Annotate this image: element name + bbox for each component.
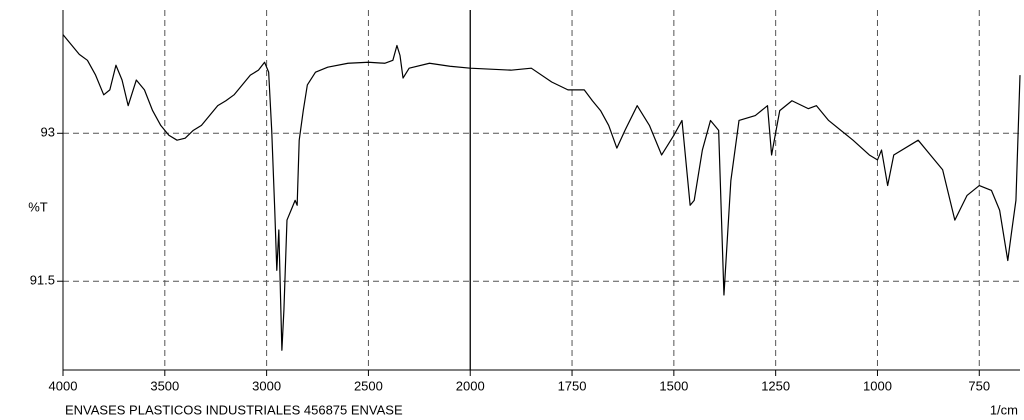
x-tick-label: 1000 xyxy=(863,378,892,393)
footer: ENVASES PLASTICOS INDUSTRIALES 456875 EN… xyxy=(65,402,403,417)
x-tick-label: 2500 xyxy=(354,378,383,393)
x-tick-label: 750 xyxy=(968,378,990,393)
x-tick-label: 1250 xyxy=(761,378,790,393)
x-tick-label: 3500 xyxy=(150,378,179,393)
y-tick-label: 93 xyxy=(41,125,55,140)
x-tick-label: 1500 xyxy=(659,378,688,393)
x-tick-label: 4000 xyxy=(49,378,78,393)
x-tick-label: 3000 xyxy=(252,378,281,393)
y-tick-label: 91.5 xyxy=(30,273,55,288)
x-tick-label: 1750 xyxy=(558,378,587,393)
spectrum-line xyxy=(62,34,1021,351)
x-tick-label: 2000 xyxy=(456,378,485,393)
y-axis-label: %T xyxy=(28,199,48,214)
x-axis-label: 1/cm xyxy=(990,402,1018,417)
